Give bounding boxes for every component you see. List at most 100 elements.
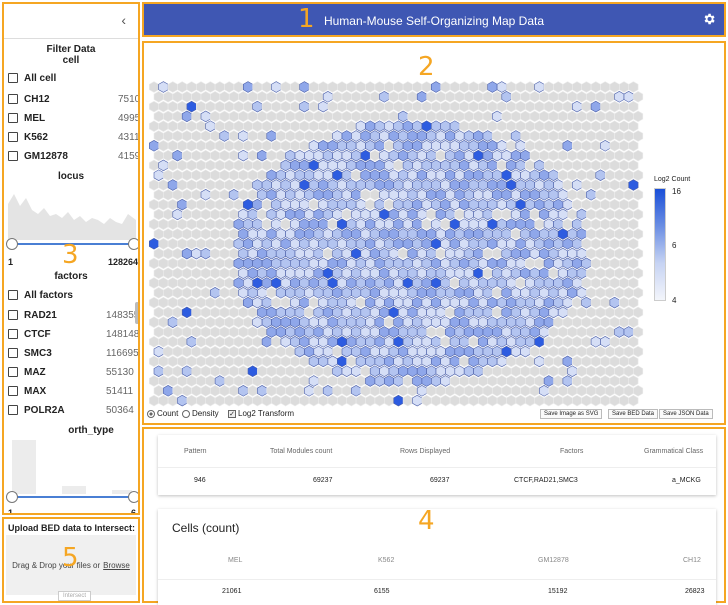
hex-cell[interactable] — [623, 247, 634, 260]
hex-cell[interactable] — [572, 336, 582, 348]
hex-cell[interactable] — [619, 277, 629, 289]
hex-cell[interactable] — [454, 345, 465, 358]
orth-slider-min-handle[interactable] — [6, 491, 18, 503]
hex-cell[interactable] — [623, 149, 634, 162]
hex-cell[interactable] — [581, 277, 592, 289]
hex-cell[interactable] — [590, 316, 601, 328]
hex-cell[interactable] — [623, 385, 634, 397]
hex-cell[interactable] — [294, 110, 305, 123]
hex-cell[interactable] — [590, 336, 601, 348]
hex-cell[interactable] — [463, 326, 474, 338]
hex-cell[interactable] — [351, 287, 362, 299]
hex-cell[interactable] — [233, 238, 244, 250]
hex-cell[interactable] — [454, 169, 465, 181]
hex-cell[interactable] — [341, 306, 352, 319]
hex-cell[interactable] — [252, 257, 263, 270]
hex-cell[interactable] — [341, 365, 352, 377]
hex-cell[interactable] — [416, 110, 427, 123]
hex-cell[interactable] — [590, 394, 601, 407]
hex-cell[interactable] — [210, 267, 221, 279]
hex-cell[interactable] — [304, 267, 315, 279]
hex-cell[interactable] — [355, 120, 366, 132]
hex-cell[interactable] — [506, 296, 517, 309]
hex-cell[interactable] — [393, 120, 404, 132]
hex-cell[interactable] — [412, 198, 423, 211]
save-svg-button[interactable]: Save Image as SVG — [540, 409, 603, 419]
hex-cell[interactable] — [327, 257, 338, 270]
hex-cell[interactable] — [290, 238, 300, 250]
hex-cell[interactable] — [478, 198, 488, 211]
hex-cell[interactable] — [285, 267, 296, 279]
hex-cell[interactable] — [440, 100, 451, 113]
hex-cell[interactable] — [186, 120, 197, 132]
hex-cell[interactable] — [149, 159, 159, 172]
hex-cell[interactable] — [454, 365, 465, 377]
hex-cell[interactable] — [384, 81, 394, 93]
hex-cell[interactable] — [318, 355, 329, 368]
hex-cell[interactable] — [388, 228, 399, 240]
hex-cell[interactable] — [219, 169, 230, 181]
hex-cell[interactable] — [261, 336, 272, 348]
hex-cell[interactable] — [431, 336, 441, 348]
hex-cell[interactable] — [210, 365, 221, 377]
hex-cell[interactable] — [355, 218, 366, 230]
hex-cell[interactable] — [257, 247, 268, 260]
cell-checkbox-gm12878[interactable]: GM12878 41597 — [8, 149, 138, 163]
hex-cell[interactable] — [590, 100, 601, 113]
hex-cell[interactable] — [454, 110, 465, 123]
hex-cell[interactable] — [294, 228, 305, 240]
hex-cell[interactable] — [257, 345, 268, 358]
hex-cell[interactable] — [520, 130, 531, 142]
hex-cell[interactable] — [619, 355, 629, 368]
hex-cell[interactable] — [196, 198, 206, 211]
hex-cell[interactable] — [496, 120, 507, 132]
hex-cell[interactable] — [158, 296, 169, 309]
hex-cell[interactable] — [623, 365, 634, 377]
hex-cell[interactable] — [360, 189, 371, 201]
hex-cell[interactable] — [393, 277, 404, 289]
hex-cell[interactable] — [266, 326, 277, 338]
hex-cell[interactable] — [327, 179, 338, 191]
hex-cell[interactable] — [238, 385, 249, 397]
hex-cell[interactable] — [407, 169, 418, 181]
hex-cell[interactable] — [525, 238, 535, 250]
hex-cell[interactable] — [374, 198, 385, 211]
hex-cell[interactable] — [163, 385, 174, 397]
hex-cell[interactable] — [290, 316, 300, 328]
hex-cell[interactable] — [369, 130, 380, 142]
hex-cell[interactable] — [525, 375, 535, 387]
hex-cell[interactable] — [421, 100, 432, 113]
hex-cell[interactable] — [440, 355, 451, 368]
hex-cell[interactable] — [153, 247, 164, 260]
hex-cell[interactable] — [285, 228, 296, 240]
hex-cell[interactable] — [431, 316, 441, 328]
hex-cell[interactable] — [581, 120, 592, 132]
hex-cell[interactable] — [243, 277, 253, 289]
hex-cell[interactable] — [313, 247, 324, 260]
hex-cell[interactable] — [529, 365, 540, 377]
hex-cell[interactable] — [294, 267, 305, 279]
hex-cell[interactable] — [186, 100, 197, 113]
hex-cell[interactable] — [473, 208, 484, 221]
hex-cell[interactable] — [280, 198, 291, 211]
hex-cell[interactable] — [191, 169, 202, 181]
hex-cell[interactable] — [633, 130, 644, 142]
hex-cell[interactable] — [581, 81, 592, 93]
hex-cell[interactable] — [214, 316, 225, 328]
hex-cell[interactable] — [543, 238, 554, 250]
hex-cell[interactable] — [482, 326, 493, 338]
hex-cell[interactable] — [520, 91, 531, 103]
hex-cell[interactable] — [590, 355, 601, 368]
hex-cell[interactable] — [553, 394, 564, 407]
hex-cell[interactable] — [379, 345, 390, 358]
checkbox-box[interactable] — [8, 329, 18, 339]
hex-cell[interactable] — [346, 198, 357, 211]
hex-cell[interactable] — [506, 81, 517, 93]
hex-cell[interactable] — [214, 257, 225, 270]
hex-cell[interactable] — [181, 247, 192, 260]
hex-cell[interactable] — [181, 228, 192, 240]
hex-cell[interactable] — [332, 189, 343, 201]
hex-cell[interactable] — [534, 159, 545, 172]
hex-cell[interactable] — [482, 130, 493, 142]
hex-cell[interactable] — [482, 189, 493, 201]
